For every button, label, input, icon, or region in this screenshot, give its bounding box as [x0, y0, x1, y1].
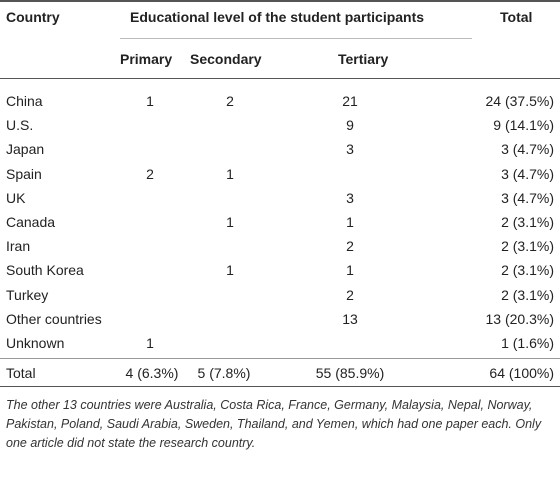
row-secondary: 1 — [226, 165, 234, 182]
row-total: 13 (20.3%) — [485, 310, 554, 327]
row-country: Canada — [6, 214, 56, 230]
row-country: Turkey — [6, 286, 49, 303]
header-educational-level: Educational level of the student partici… — [130, 9, 425, 25]
totals-tertiary: 55 (85.9%) — [315, 365, 385, 381]
totals-secondary: 5 (7.8%) — [197, 365, 251, 381]
row-country: Japan — [6, 141, 45, 158]
row-total: 9 (14.1%) — [493, 117, 554, 134]
row-country: Unknown — [6, 335, 65, 351]
row-secondary: 1 — [226, 214, 234, 230]
totals-total: 64 (100%) — [489, 365, 554, 381]
row-tertiary: 9 — [346, 117, 354, 134]
row-tertiary: 1 — [346, 262, 354, 279]
totals-primary: 4 (6.3%) — [125, 365, 179, 381]
row-total: 2 (3.1%) — [501, 262, 554, 279]
table-bottom-rule — [0, 386, 560, 387]
header-primary: Primary — [120, 51, 173, 67]
row-country: UK — [6, 189, 26, 206]
row-primary: 1 — [146, 93, 154, 109]
row-total: 3 (4.7%) — [501, 165, 554, 182]
row-primary: 1 — [146, 335, 154, 351]
table-top-rule — [0, 0, 560, 2]
header-secondary: Secondary — [190, 51, 262, 67]
row-country: Spain — [6, 165, 42, 182]
row-primary: 2 — [146, 165, 154, 182]
row-tertiary: 1 — [346, 214, 354, 230]
row-tertiary: 3 — [346, 141, 354, 158]
header-country: Country — [6, 9, 60, 25]
totals-label: Total — [6, 365, 36, 381]
row-total: 24 (37.5%) — [485, 93, 554, 109]
row-tertiary: 2 — [346, 238, 354, 255]
table-footnote: The other 13 countries were Australia, C… — [6, 398, 542, 450]
header-bottom-rule — [0, 78, 560, 79]
row-tertiary: 3 — [346, 189, 354, 206]
row-secondary: 2 — [226, 93, 234, 109]
row-total: 2 (3.1%) — [501, 286, 554, 303]
row-total: 2 (3.1%) — [501, 214, 554, 230]
row-tertiary: 21 — [342, 93, 358, 109]
row-total: 3 (4.7%) — [501, 189, 554, 206]
row-total: 1 (1.6%) — [501, 335, 554, 351]
row-country: China — [6, 93, 43, 109]
row-country: South Korea — [6, 262, 84, 279]
row-country: Iran — [6, 238, 31, 255]
row-country: Other countries — [6, 310, 102, 327]
total-row-rule — [0, 358, 560, 359]
row-total: 3 (4.7%) — [501, 141, 554, 158]
row-country: U.S. — [6, 117, 34, 134]
row-secondary: 1 — [226, 262, 234, 279]
header-tertiary: Tertiary — [338, 51, 389, 67]
header-subgroup-rule — [120, 38, 472, 39]
row-tertiary: 13 — [342, 310, 358, 327]
header-total: Total — [500, 9, 533, 25]
row-total: 2 (3.1%) — [501, 238, 554, 255]
row-tertiary: 2 — [346, 286, 354, 303]
